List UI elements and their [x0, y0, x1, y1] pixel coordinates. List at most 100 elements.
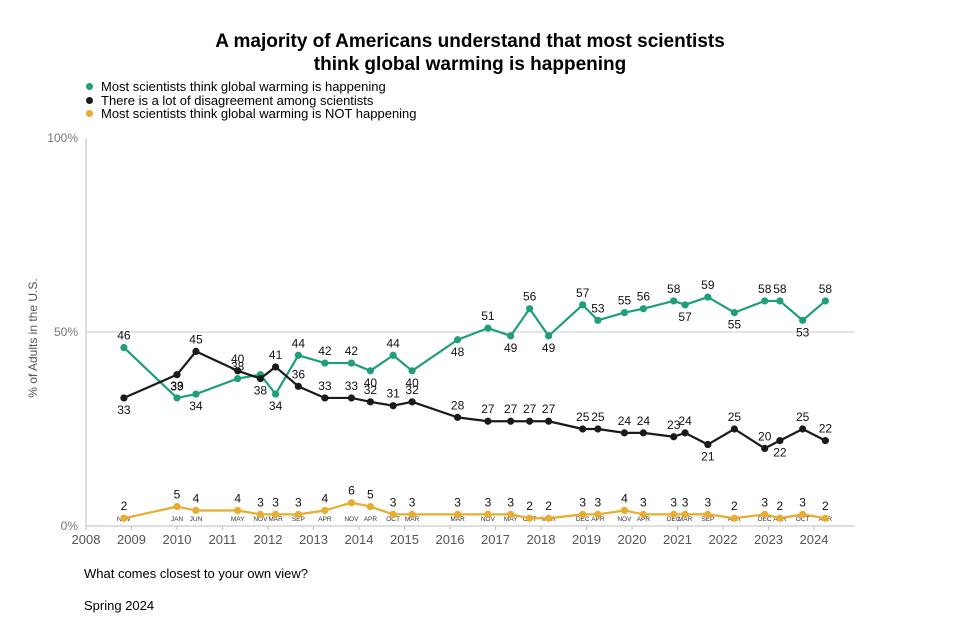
data-point: [639, 510, 647, 518]
x-month-label: MAR: [678, 516, 693, 523]
x-month-label: OCT: [796, 516, 810, 523]
data-point: [173, 503, 181, 511]
data-label: 5: [174, 488, 181, 502]
data-point: [799, 425, 807, 433]
data-point: [294, 351, 302, 359]
data-label: 4: [193, 491, 200, 505]
data-point: [271, 510, 280, 518]
data-point: [366, 503, 374, 511]
data-label: 49: [542, 341, 556, 355]
data-point: [408, 398, 416, 406]
data-point: [408, 367, 416, 375]
data-point: [776, 437, 784, 445]
data-point: [453, 510, 462, 518]
data-label: 2: [822, 499, 829, 513]
data-label: 33: [345, 379, 359, 393]
data-point: [484, 324, 492, 332]
data-point: [579, 301, 587, 309]
data-label: 27: [504, 402, 518, 416]
data-point: [389, 351, 397, 359]
data-point: [579, 510, 587, 518]
data-point: [389, 510, 397, 518]
data-label: 40: [231, 352, 245, 366]
data-point: [821, 514, 829, 522]
data-point: [681, 510, 689, 518]
data-label: 55: [618, 294, 632, 308]
x-month-label: SEP: [701, 516, 714, 523]
data-label: 56: [637, 290, 651, 304]
x-month-label: MAR: [405, 516, 420, 523]
data-point: [271, 363, 280, 371]
data-point: [321, 359, 329, 367]
legend-label: There is a lot of disagreement among sci…: [101, 92, 374, 108]
survey-question: What comes closest to your own view?: [84, 566, 308, 581]
data-label: 39: [170, 380, 184, 394]
data-label: 3: [670, 495, 677, 509]
data-label: 32: [364, 383, 378, 397]
data-point: [704, 440, 712, 449]
data-label: 3: [295, 495, 302, 509]
data-label: 51: [481, 309, 495, 323]
data-point: [681, 429, 689, 437]
data-point: [579, 425, 587, 433]
data-point: [192, 506, 200, 515]
x-year-label: 2013: [299, 532, 328, 547]
x-month-label: NOV: [344, 516, 359, 523]
data-label: 2: [545, 499, 552, 513]
data-point: [347, 499, 356, 507]
data-point: [776, 514, 784, 522]
data-point: [620, 309, 629, 317]
data-label: 46: [117, 329, 131, 343]
data-label: 53: [796, 325, 810, 339]
data-point: [526, 417, 534, 425]
data-label: 44: [386, 336, 400, 350]
data-label: 57: [576, 286, 590, 300]
data-point: [670, 297, 678, 305]
data-label: 22: [819, 422, 833, 436]
data-label: 2: [526, 499, 533, 513]
data-label: 58: [667, 282, 681, 296]
x-year-label: 2022: [709, 532, 738, 547]
data-point: [594, 510, 602, 518]
data-point: [234, 374, 242, 383]
chart-title-line-1: A majority of Americans understand that …: [215, 31, 725, 52]
data-point: [761, 444, 769, 452]
legend-dot-icon: [86, 83, 93, 91]
data-label: 2: [121, 499, 128, 513]
series-line-2: [123, 501, 826, 520]
data-point: [389, 402, 397, 410]
chart-title-line-2: think global warming is happening: [313, 54, 627, 75]
x-month-label: NOV: [253, 516, 268, 523]
x-year-label: 2021: [663, 532, 692, 547]
data-point: [620, 429, 629, 437]
x-year-label: 2020: [618, 532, 647, 547]
data-label: 28: [451, 398, 465, 412]
data-label: 42: [318, 344, 332, 358]
x-year-label: 2019: [572, 532, 601, 547]
data-label: 57: [678, 310, 692, 324]
data-point: [234, 367, 242, 375]
data-point: [681, 301, 689, 309]
y-tick-label: 0%: [61, 519, 79, 533]
data-point: [544, 417, 553, 425]
x-year-label: 2023: [754, 532, 783, 547]
data-point: [821, 297, 829, 305]
x-month-label: JUN: [190, 516, 203, 523]
data-point: [507, 510, 515, 518]
data-point: [544, 514, 553, 522]
data-point: [670, 510, 678, 518]
legend-item-not-happening: Most scientists think global warming is …: [86, 107, 417, 121]
x-year-label: 2014: [345, 532, 374, 547]
data-label: 53: [591, 301, 605, 315]
data-label: 25: [796, 410, 810, 424]
data-label: 23: [667, 418, 681, 432]
x-month-label: JAN: [171, 516, 184, 523]
data-label: 34: [269, 399, 283, 413]
data-label: 3: [507, 495, 514, 509]
legend-item-happening: Most scientists think global warming is …: [86, 80, 417, 94]
data-label: 49: [504, 341, 518, 355]
x-month-label: SEP: [292, 516, 305, 523]
data-point: [594, 316, 602, 324]
x-month-label: OCT: [386, 516, 400, 523]
data-point: [408, 510, 416, 518]
